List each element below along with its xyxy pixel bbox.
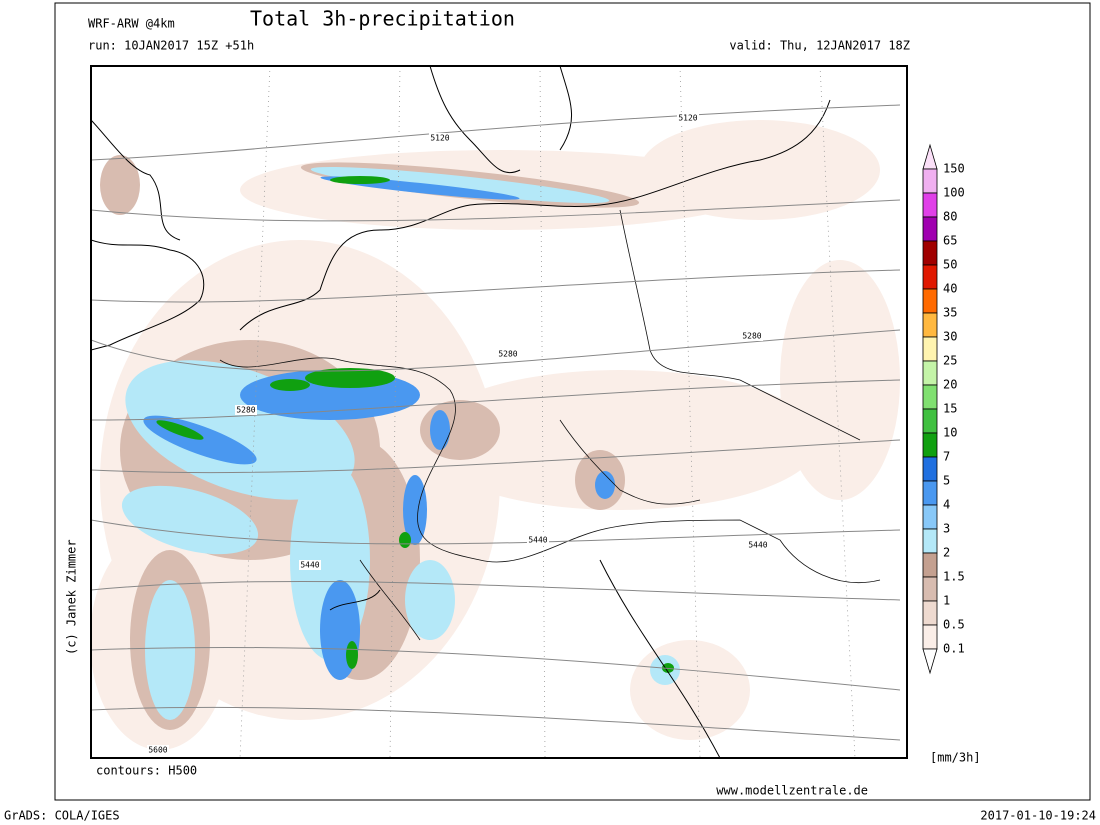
unit: [mm/3h] — [930, 751, 981, 765]
colorbar-box — [922, 528, 938, 554]
map-frame — [90, 65, 908, 759]
colorbar-label: 20 — [943, 378, 957, 392]
colorbar-box — [922, 432, 938, 458]
colorbar-label: 10 — [943, 426, 957, 440]
colorbar-box — [922, 288, 938, 314]
contour-label-bg — [497, 349, 519, 359]
colorbar-label: 1 — [943, 594, 950, 608]
contour-label-bg — [147, 745, 169, 755]
colorbar-label: 5 — [943, 474, 950, 488]
colorbar-box — [922, 408, 938, 434]
contour-label-bg — [527, 535, 549, 545]
colorbar-box — [922, 552, 938, 578]
colorbar-label: 2 — [943, 546, 950, 560]
colorbar-label: 30 — [943, 330, 957, 344]
contour-label: 5280 — [742, 332, 761, 341]
run: run: 10JAN2017 15Z +51h — [88, 39, 254, 53]
colorbar-label: 15 — [943, 402, 957, 416]
contour-label: 5440 — [748, 541, 767, 550]
colorbar-triangle — [922, 143, 938, 170]
colorbar-box — [922, 168, 938, 194]
contour-label-bg — [741, 331, 763, 341]
colorbar-label: 100 — [943, 186, 965, 200]
colorbar-box — [922, 192, 938, 218]
colorbar-box — [922, 384, 938, 410]
colorbar-box — [922, 480, 938, 506]
contour-label: 5120 — [430, 134, 449, 143]
colorbar: 150 100 80 65 50 40 35 30 25 20 15 10 7 5 4 3 2 1.5 1 0.5 0.… — [922, 143, 965, 675]
colorbar-label: 0.5 — [943, 618, 965, 632]
contour-label: 5280 — [498, 350, 517, 359]
contour-label-bg — [299, 560, 321, 570]
colorbar-label: 25 — [943, 354, 957, 368]
colorbar-box — [922, 240, 938, 266]
colorbar-label: 1.5 — [943, 570, 965, 584]
colorbar-box — [922, 336, 938, 362]
software: GrADS: COLA/IGES — [4, 809, 120, 823]
colorbar-triangle — [922, 648, 938, 675]
colorbar-box — [922, 456, 938, 482]
colorbar-label: 0.1 — [943, 642, 965, 656]
colorbar-box — [922, 360, 938, 386]
model: WRF-ARW @4km — [88, 17, 175, 31]
contour-label: 5120 — [678, 114, 697, 123]
contour-label: 5600 — [148, 746, 167, 755]
colorbar-box — [922, 216, 938, 242]
h500-contours — [91, 104, 901, 741]
frame — [54, 2, 1091, 801]
title: Total 3h-precipitation — [250, 7, 515, 31]
colorbar-label: 40 — [943, 282, 957, 296]
colorbar-label: 3 — [943, 522, 950, 536]
colorbar-label: 80 — [943, 210, 957, 224]
colorbar-label: 50 — [943, 258, 957, 272]
contour-label: 5440 — [528, 536, 547, 545]
contour-label-bg — [235, 405, 257, 415]
colorbar-box — [922, 576, 938, 602]
copyright: (c) Janek Zimmer — [65, 539, 79, 655]
timestamp: 2017-01-10-19:24 — [980, 809, 1096, 823]
website: www.modellzentrale.de — [716, 784, 868, 798]
colorbar-box — [922, 264, 938, 290]
colorbar-box — [922, 600, 938, 626]
contour-label-bg — [677, 113, 699, 123]
colorbar-label: 35 — [943, 306, 957, 320]
contour-label: 5440 — [300, 561, 319, 570]
contour-label-bg — [429, 133, 451, 143]
colorbar-label: 65 — [943, 234, 957, 248]
contours-label: contours: H500 — [96, 764, 197, 778]
graticule — [239, 66, 856, 758]
contour-label: 5280 — [236, 406, 255, 415]
colorbar-label: 4 — [943, 498, 950, 512]
precip-10 — [156, 176, 674, 673]
colorbar-box — [922, 312, 938, 338]
colorbar-box — [922, 504, 938, 530]
contour-label-bg — [747, 540, 769, 550]
colorbar-label: 7 — [943, 450, 950, 464]
map: 5120 5120 5280 5280 5280 5440 5440 5440 5600 — [90, 65, 908, 759]
colorbar-label: 150 — [943, 162, 965, 176]
colorbar-box — [922, 624, 938, 650]
valid: valid: Thu, 12JAN2017 18Z — [729, 39, 910, 53]
